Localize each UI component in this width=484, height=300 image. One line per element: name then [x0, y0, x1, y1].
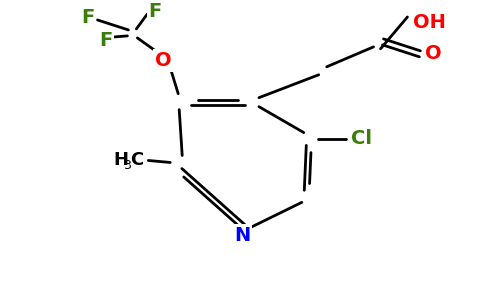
- Text: OH: OH: [413, 14, 446, 32]
- Text: F: F: [81, 8, 94, 28]
- Text: F: F: [99, 32, 112, 50]
- Text: C: C: [130, 152, 143, 169]
- Text: H: H: [113, 152, 128, 169]
- Text: O: O: [155, 51, 172, 70]
- Text: F: F: [149, 2, 162, 22]
- Text: O: O: [425, 44, 442, 63]
- Text: N: N: [234, 226, 250, 245]
- Text: 3: 3: [123, 159, 131, 172]
- Text: Cl: Cl: [351, 129, 372, 148]
